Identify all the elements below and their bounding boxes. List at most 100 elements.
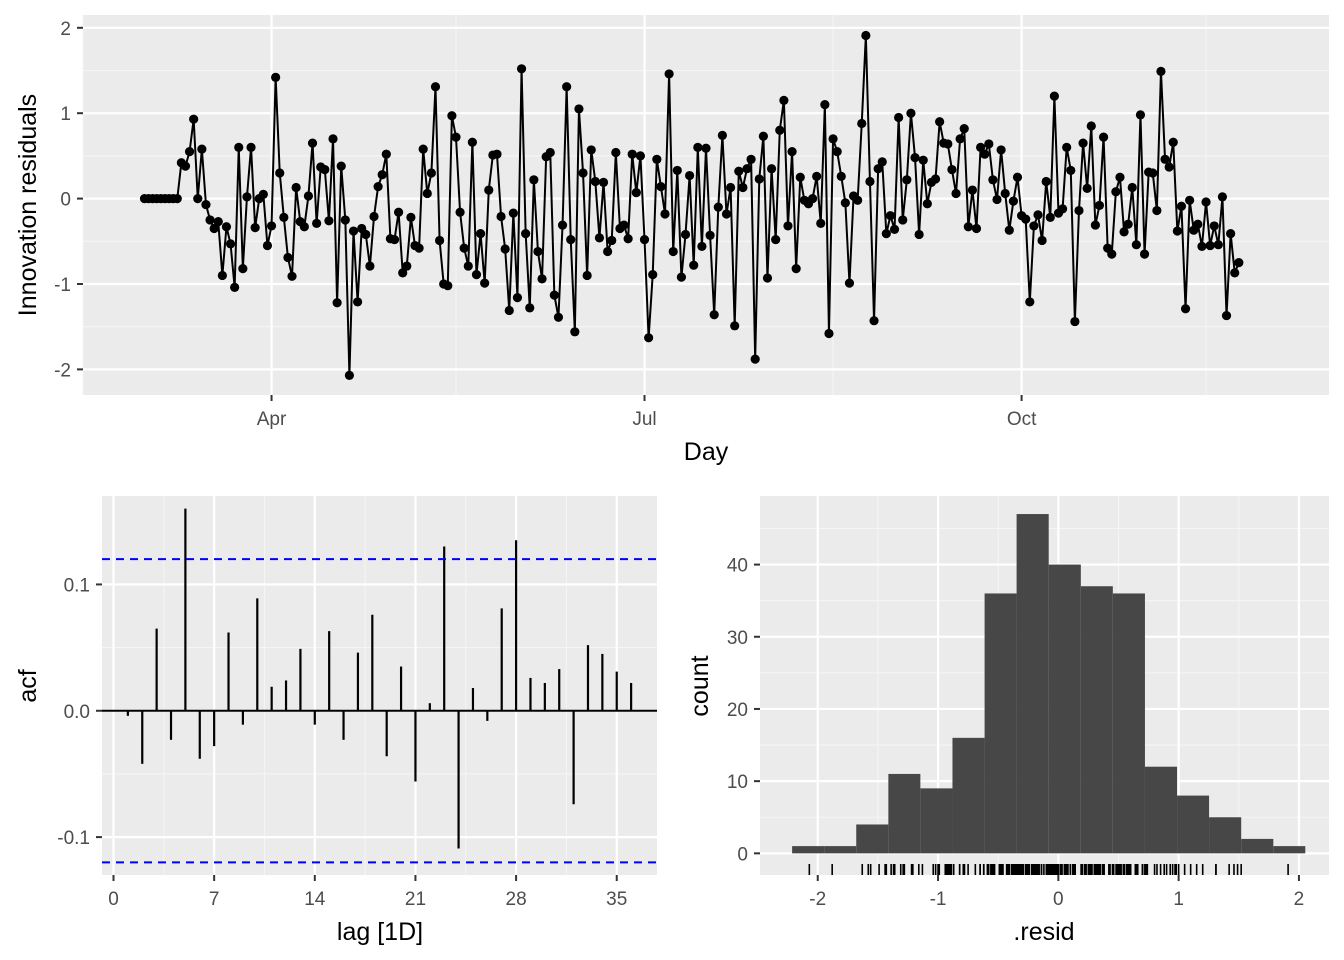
residual-point [234,142,244,152]
residual-point [775,125,785,135]
histogram-bar [1080,586,1113,854]
residual-point [971,223,982,234]
residual-point [426,168,436,178]
residual-point [180,161,191,171]
residual-point [951,188,961,199]
residual-point [1164,162,1174,172]
residual-point [291,182,301,193]
residual-point [976,142,986,152]
residual-point [271,72,281,82]
residual-point [189,114,199,124]
residual-point [500,244,510,254]
residual-point [1094,200,1105,211]
residual-point [844,278,855,288]
residual-point [1152,205,1162,216]
residual-point [1070,316,1080,327]
residual-point [307,138,318,148]
residual-point [902,175,912,185]
histogram-bar [1112,593,1145,854]
residual-point [1045,212,1055,222]
residual-point [455,207,465,217]
residual-point [644,333,654,343]
residual-point [1168,137,1178,147]
histogram-bar [888,773,921,854]
residual-point [566,234,576,245]
residual-point [705,230,715,240]
histogram-y-axis-title: count [686,655,714,716]
histogram-bar [984,593,1017,854]
residual-point [828,134,838,144]
acf-y-tick-label: -0.1 [57,828,90,849]
residual-point [889,224,900,234]
residual-point [1226,229,1236,239]
residual-point [861,30,871,41]
residual-point [1086,121,1096,131]
residual-point [717,130,727,140]
residual-point [250,223,260,233]
residual-point [894,112,904,123]
residual-point [475,229,486,239]
residual-point [213,217,223,227]
residuals-y-tick-label: -2 [54,360,71,381]
residual-point [303,191,314,201]
residual-point [201,199,211,210]
residual-point [1197,241,1207,252]
residual-point [664,69,674,79]
residual-point [668,246,678,257]
residual-point [447,111,457,121]
residual-point [414,243,424,253]
residual-point [594,233,605,243]
residual-point [1131,240,1141,250]
residual-point [463,261,473,271]
residual-point [1180,304,1191,314]
residual-point [918,155,928,165]
residual-point [430,82,441,92]
residual-point [549,290,559,300]
residual-point [361,229,371,240]
residual-point [389,234,400,245]
histogram-x-tick-label: 2 [1294,889,1305,910]
residual-point [1148,168,1158,178]
residual-point [1012,172,1023,182]
histogram-bar [1209,817,1242,854]
residual-point [459,243,469,253]
residuals-x-tick-label: Apr [257,409,287,430]
residuals-series [139,30,1244,380]
residual-point [172,194,182,204]
residual-point [840,198,850,208]
residual-point [734,166,744,176]
residual-point [443,281,453,291]
residual-point [570,327,580,337]
residual-point [238,264,248,274]
residual-point [693,142,703,152]
residual-point [701,143,711,153]
residual-point [697,241,707,252]
residual-point [1213,240,1223,250]
residual-point [582,270,592,281]
residual-point [967,185,978,195]
residual-point [1209,221,1219,231]
histogram-bar [1016,514,1049,854]
residual-point [369,211,379,222]
residual-point [1029,221,1039,231]
residual-point [787,147,797,157]
residual-point [266,221,277,231]
residual-point [1107,249,1117,259]
residual-point [1185,195,1195,205]
residual-point [496,211,506,222]
histogram-y-tick-label: 20 [727,700,748,721]
residual-point [217,270,227,281]
residual-point [377,170,387,180]
residual-point [1000,188,1010,199]
residual-point [1217,192,1228,202]
residuals-x-axis-title: Day [684,438,729,466]
residuals-panel: -2 -1 0 1 2 Apr Jul Oct Day Innovation residual… [14,15,1329,466]
residual-point [1201,197,1211,207]
residual-point [328,134,338,144]
residual-point [730,321,740,331]
residual-point [1049,91,1059,101]
residual-point [246,142,256,152]
residual-point [836,171,846,181]
residual-point [758,131,768,141]
residual-point [713,202,723,212]
